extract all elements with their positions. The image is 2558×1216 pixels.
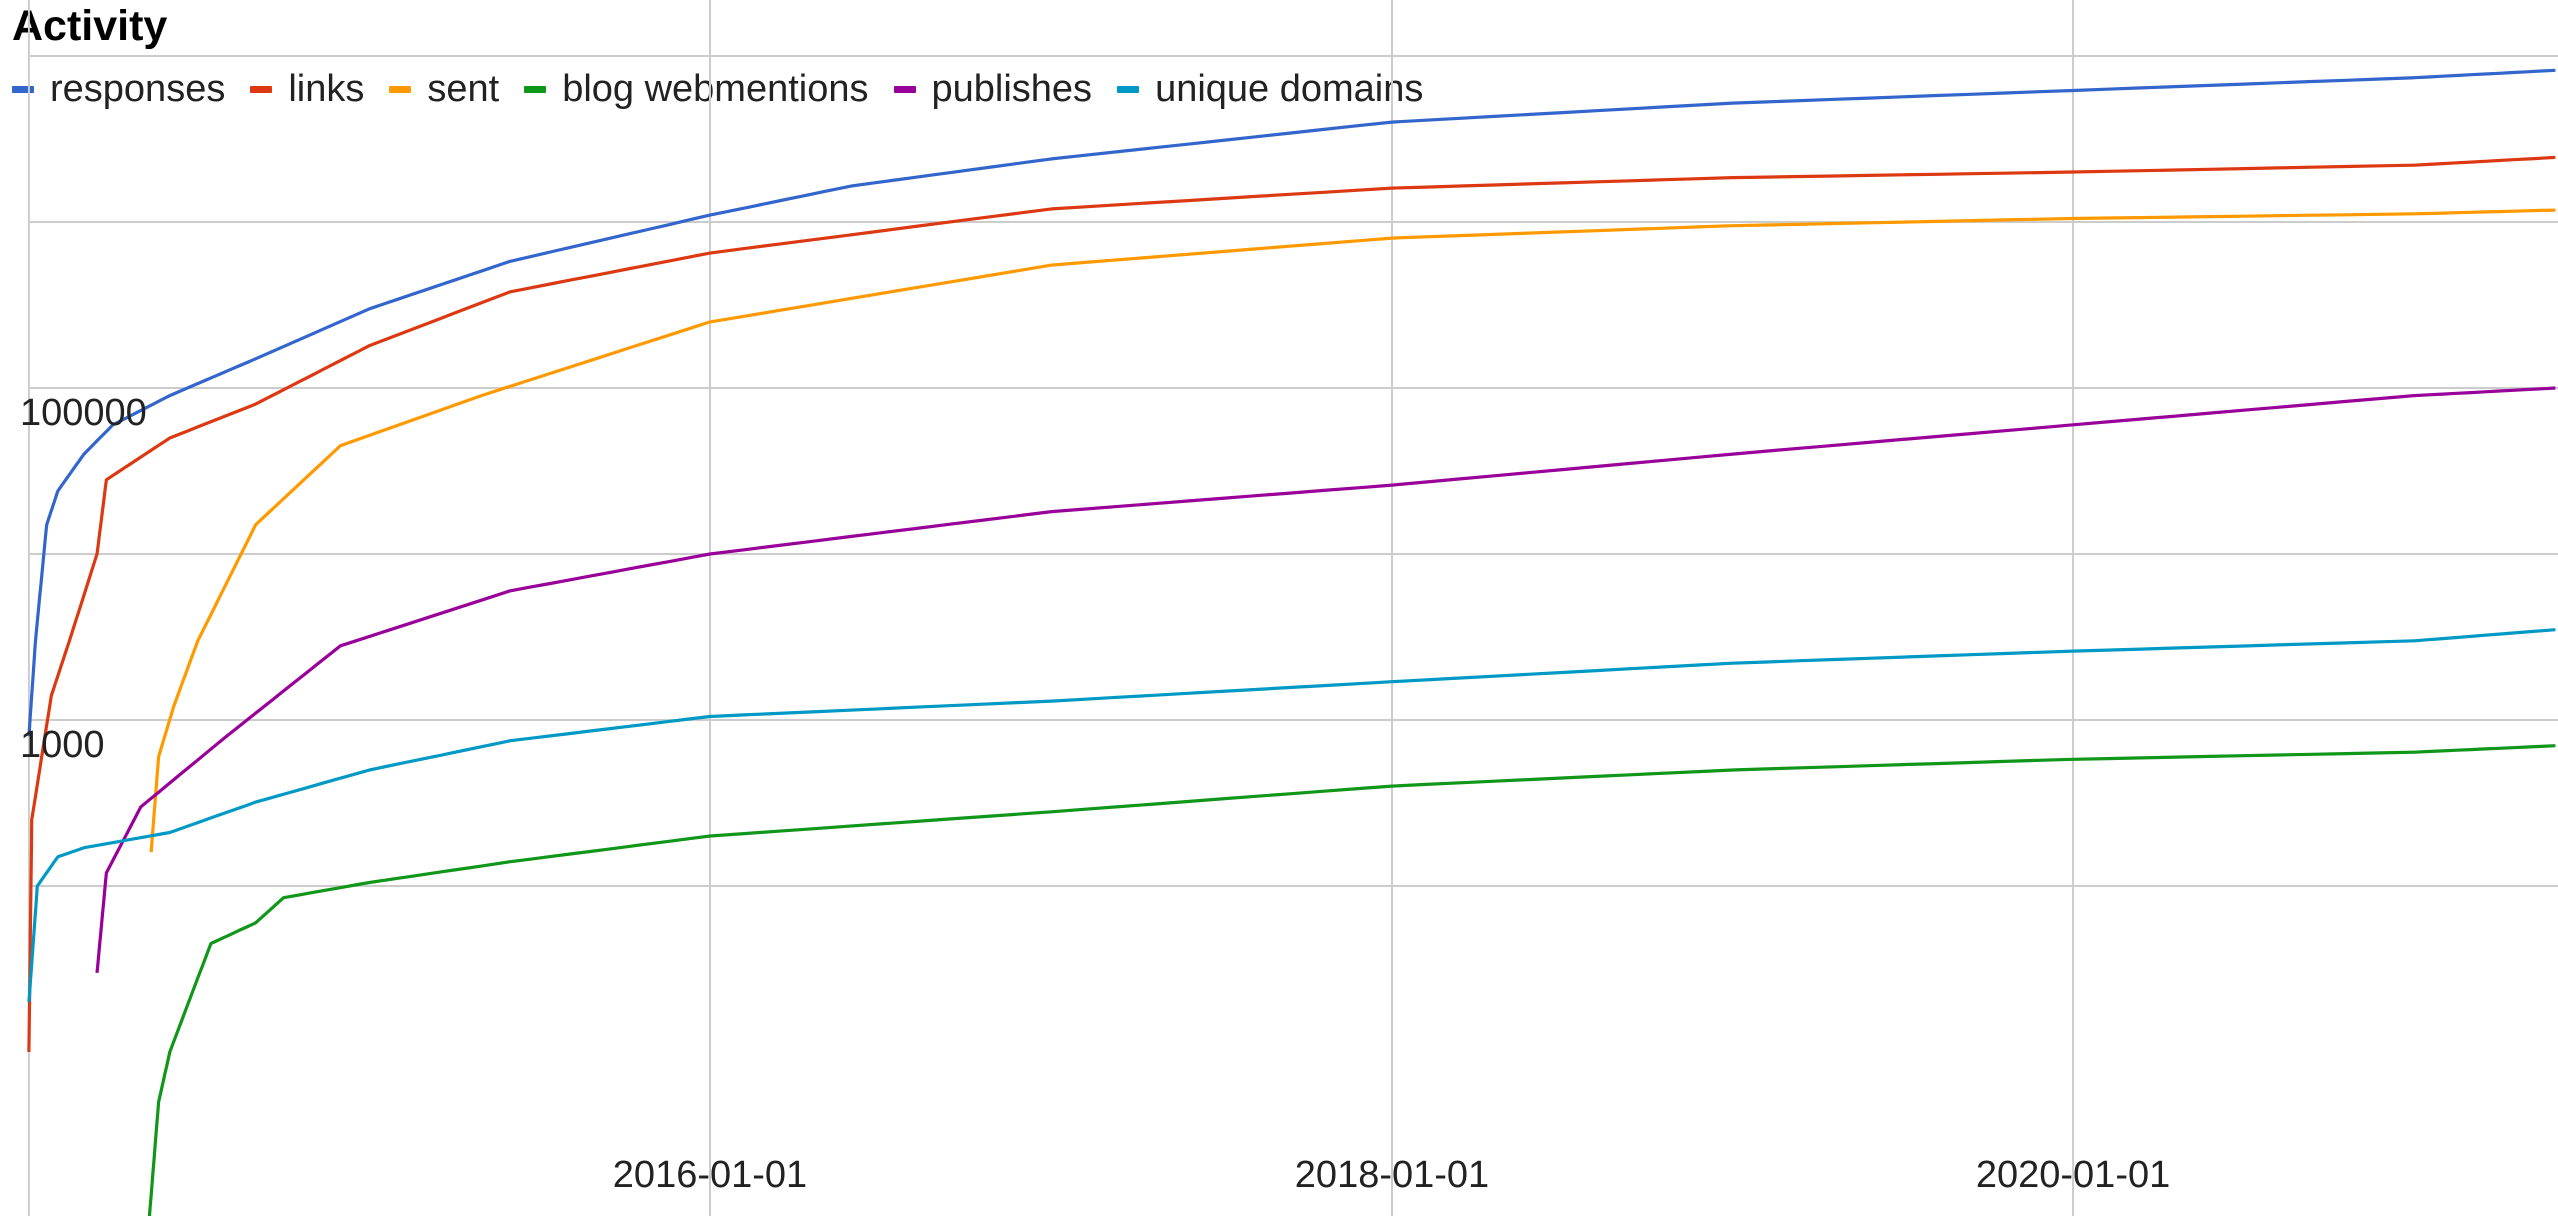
legend-swatch-icon bbox=[250, 86, 273, 93]
series-line-responses[interactable] bbox=[27, 68, 2556, 737]
legend-item-publishes[interactable]: publishes bbox=[893, 68, 1093, 111]
chart-title: Activity bbox=[12, 2, 168, 50]
series-line-sent[interactable] bbox=[149, 208, 2556, 853]
legend: responses links sent blog webmentions pu… bbox=[12, 68, 1448, 111]
axis-ticks: 100000 1000 2016-01-01 2018-01-01 2020-01-01 bbox=[20, 392, 2170, 1196]
legend-swatch-icon bbox=[524, 86, 547, 93]
legend-item-sent[interactable]: sent bbox=[389, 68, 499, 111]
legend-item-responses[interactable]: responses bbox=[12, 68, 225, 111]
legend-swatch-icon bbox=[12, 86, 34, 93]
legend-label: publishes bbox=[931, 68, 1093, 110]
y-tick-label: 1000 bbox=[20, 724, 105, 766]
legend-label: unique domains bbox=[1155, 68, 1424, 110]
gridlines bbox=[27, 0, 2558, 1216]
series-line-links[interactable] bbox=[27, 155, 2556, 1053]
legend-label: responses bbox=[50, 68, 226, 110]
legend-swatch-icon bbox=[893, 86, 916, 93]
series-line-publishes[interactable] bbox=[95, 386, 2556, 973]
legend-swatch-icon bbox=[389, 86, 412, 93]
series-line-blog-webmentions[interactable] bbox=[147, 744, 2556, 1216]
legend-item-unique-domains[interactable]: unique domains bbox=[1117, 68, 1423, 111]
y-tick-label: 100000 bbox=[20, 392, 147, 434]
x-tick-label: 2018-01-01 bbox=[1295, 1154, 1489, 1196]
series-lines bbox=[27, 68, 2556, 1216]
legend-label: sent bbox=[427, 68, 500, 110]
legend-swatch-icon bbox=[1117, 86, 1140, 93]
legend-item-links[interactable]: links bbox=[250, 68, 364, 111]
series-line-unique-domains[interactable] bbox=[27, 628, 2556, 1003]
legend-label: blog webmentions bbox=[562, 68, 869, 110]
x-tick-label: 2016-01-01 bbox=[613, 1154, 807, 1196]
legend-label: links bbox=[288, 68, 365, 110]
x-tick-label: 2020-01-01 bbox=[1976, 1154, 2170, 1196]
legend-item-blog-webmentions[interactable]: blog webmentions bbox=[524, 68, 869, 111]
